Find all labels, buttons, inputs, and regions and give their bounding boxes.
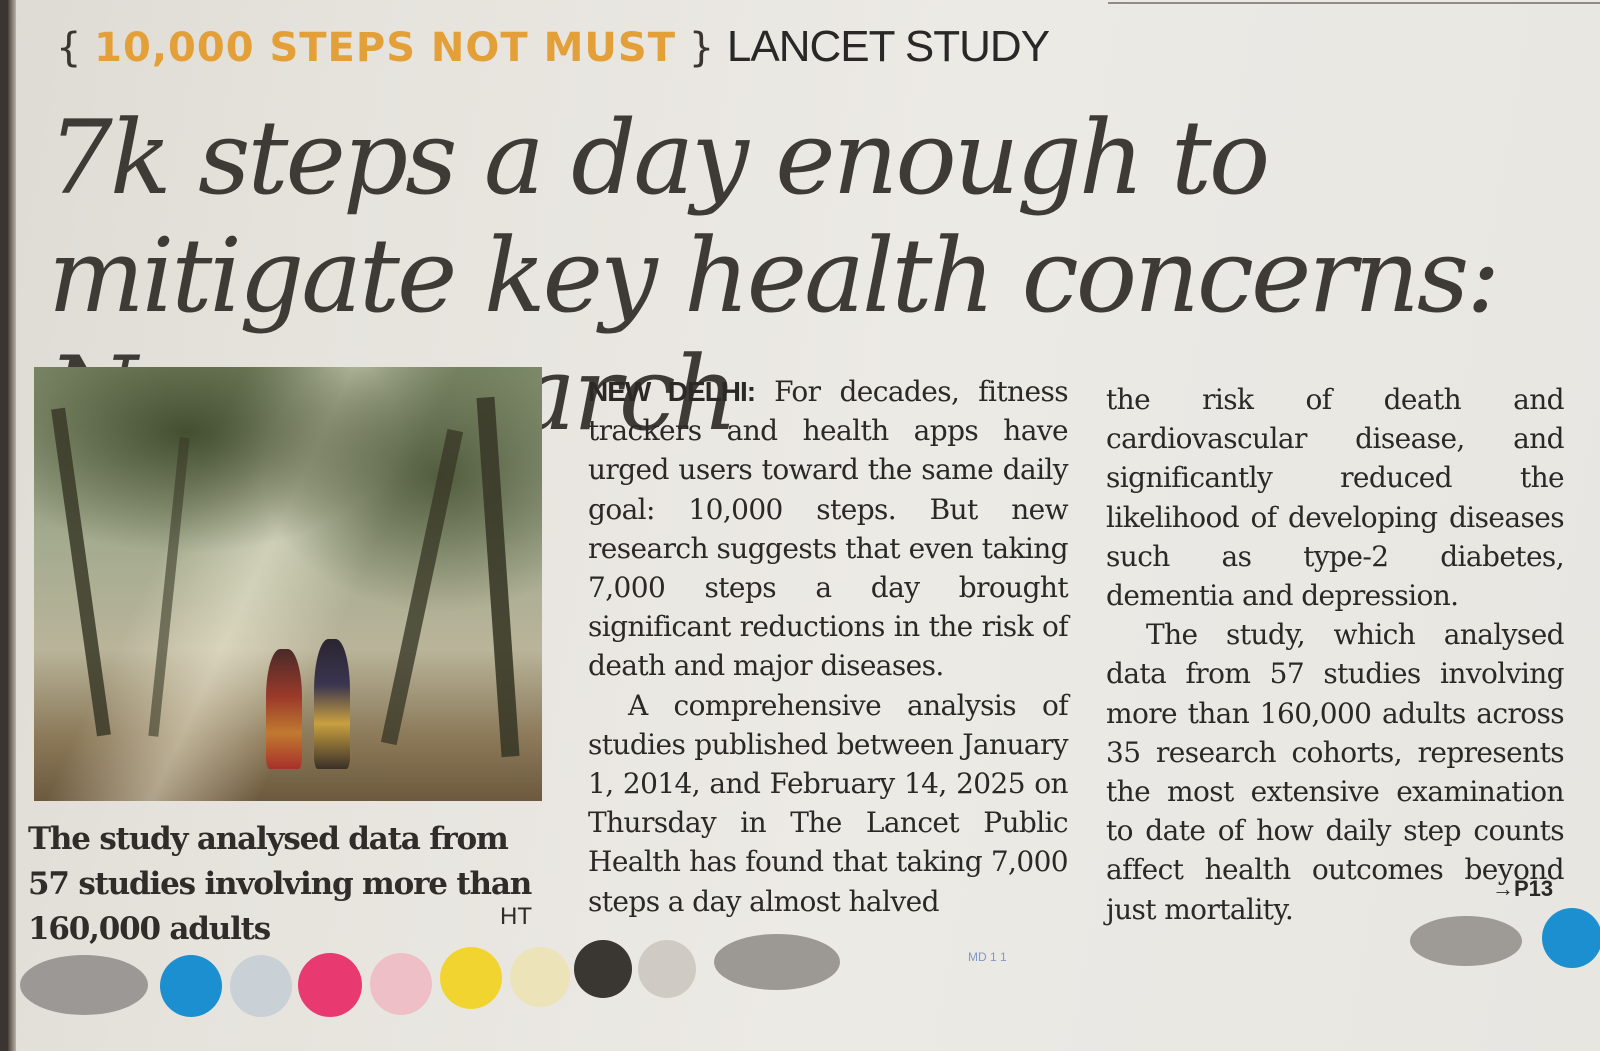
newspaper-page: { 10,000 STEPS NOT MUST } LANCET STUDY 7… xyxy=(8,0,1600,1051)
photo-credit: HT xyxy=(500,903,532,930)
dateline: NEW DELHI: xyxy=(588,376,756,407)
registration-mark-light-cyan xyxy=(230,955,292,1017)
kicker-close-brace: } xyxy=(688,25,715,71)
registration-mark-grey xyxy=(1410,916,1522,966)
registration-mark-magenta xyxy=(298,953,362,1017)
registration-mark-light-magenta xyxy=(370,953,432,1015)
paragraph: the risk of death and cardiovascular dis… xyxy=(1106,383,1565,613)
news-photo xyxy=(34,367,542,801)
tree-trunk xyxy=(148,437,190,737)
tree-trunk xyxy=(51,407,111,737)
kicker: { 10,000 STEPS NOT MUST } LANCET STUDY xyxy=(56,22,1050,73)
photo-caption: The study analysed data from 57 studies … xyxy=(28,821,532,947)
walker-figure xyxy=(266,649,302,769)
tree-trunk xyxy=(476,396,520,758)
top-rule xyxy=(1108,2,1600,4)
headline: 7k steps a day enough to mitigate key he… xyxy=(48,99,1501,454)
registration-mark-grey xyxy=(20,955,148,1015)
article-column-1: NEW DELHI: For decades, fitness trackers… xyxy=(588,372,1069,921)
registration-mark-cyan xyxy=(160,955,222,1017)
registration-mark-grey xyxy=(714,934,840,990)
article-column-2: the risk of death and cardiovascular dis… xyxy=(1106,380,1565,929)
folio-mark: MD 1 1 xyxy=(968,950,1007,964)
registration-mark-cyan xyxy=(1542,908,1600,968)
registration-mark-light-grey xyxy=(638,940,696,998)
registration-mark-light-yellow xyxy=(510,947,570,1007)
paragraph: NEW DELHI: For decades, fitness trackers… xyxy=(588,372,1069,686)
kicker-label: LANCET STUDY xyxy=(726,22,1050,71)
tree-trunk xyxy=(380,428,464,746)
paragraph-text: For decades, fitness trackers and health… xyxy=(588,375,1069,683)
kicker-open-brace: { xyxy=(56,25,82,71)
page-edge xyxy=(8,0,16,1051)
walker-figure xyxy=(314,639,350,769)
kicker-tag: 10,000 STEPS NOT MUST xyxy=(94,25,676,71)
paragraph: A comprehensive analysis of studies publ… xyxy=(588,688,1069,918)
registration-mark-yellow xyxy=(440,947,502,1009)
registration-mark-black xyxy=(574,940,632,998)
page-jump-reference: →P13 xyxy=(1492,876,1554,901)
paragraph: The study, which analysed data from 57 s… xyxy=(1106,618,1565,926)
